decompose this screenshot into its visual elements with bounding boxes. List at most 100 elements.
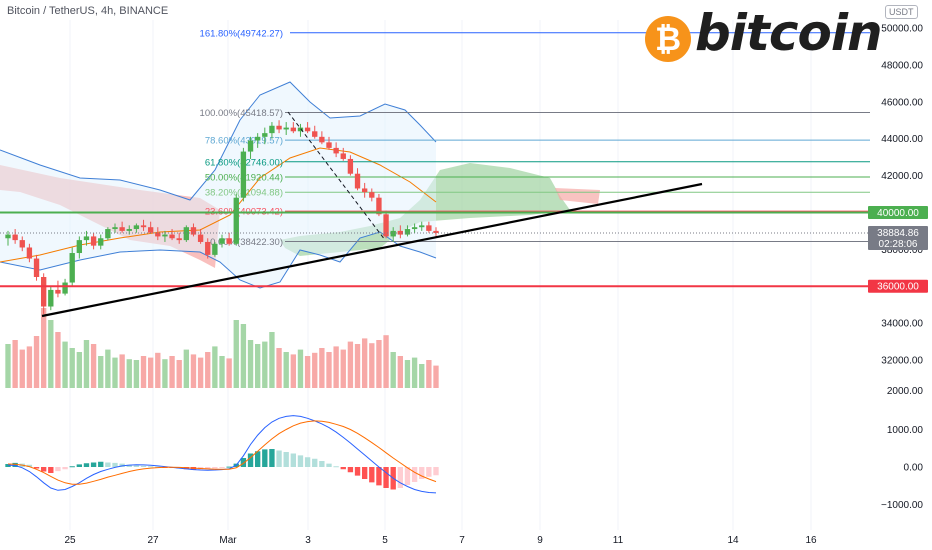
volume-bar bbox=[169, 356, 175, 388]
volume-bar bbox=[12, 340, 18, 388]
candle-body bbox=[19, 240, 25, 248]
macd-histogram-bar bbox=[83, 463, 90, 467]
volume-bar bbox=[240, 324, 247, 388]
volume-bar bbox=[247, 340, 254, 388]
fib-level-label: 100.00%(45418.57) bbox=[200, 108, 283, 119]
candle-body bbox=[119, 227, 125, 231]
macd-histogram-bar bbox=[354, 467, 361, 476]
volume-bar bbox=[55, 332, 61, 388]
volume-bar bbox=[290, 354, 297, 388]
candle-body bbox=[240, 151, 247, 198]
volume-bar bbox=[390, 352, 396, 388]
volume-bar bbox=[33, 336, 40, 388]
candle-body bbox=[126, 229, 132, 231]
candle-body bbox=[176, 238, 182, 241]
volume-bar bbox=[376, 340, 382, 388]
macd-histogram-bar bbox=[397, 467, 404, 488]
currency-unit-badge[interactable]: USDT bbox=[885, 5, 918, 19]
price-tag bbox=[868, 279, 928, 293]
candle-body bbox=[276, 125, 282, 130]
candle-body bbox=[62, 282, 68, 294]
macd-histogram-bar bbox=[133, 465, 140, 467]
volume-bar bbox=[112, 357, 118, 388]
macd-histogram-bar bbox=[240, 458, 247, 467]
time-tick-label: 16 bbox=[805, 535, 817, 546]
time-tick-label: 7 bbox=[459, 535, 465, 546]
macd-histogram-bar bbox=[226, 466, 232, 468]
volume-bar bbox=[126, 359, 132, 388]
volume-bar bbox=[419, 364, 425, 388]
volume-bar bbox=[226, 358, 232, 388]
price-tag-countdown: 02:28:06 bbox=[879, 239, 918, 250]
bitcoin-wordmark: bitcoin bbox=[695, 4, 883, 62]
candle-body bbox=[40, 277, 47, 307]
candle-body bbox=[254, 136, 261, 141]
macd-histogram-bar bbox=[40, 467, 47, 472]
macd-histogram-bar bbox=[205, 467, 211, 470]
candle-body bbox=[69, 253, 75, 283]
macd-histogram-bar bbox=[98, 461, 104, 467]
volume-bar bbox=[212, 346, 218, 388]
candle-body bbox=[48, 289, 54, 307]
candle-body bbox=[90, 236, 97, 246]
candle-body bbox=[112, 227, 118, 230]
volume-bar bbox=[76, 352, 83, 388]
macd-histogram-bar bbox=[254, 451, 261, 467]
macd-histogram-bar bbox=[33, 467, 40, 469]
volume-bar bbox=[5, 344, 11, 388]
volume-bar bbox=[83, 340, 90, 388]
candle-body bbox=[233, 197, 239, 244]
volume-bar bbox=[105, 349, 111, 388]
candle-body bbox=[319, 136, 325, 143]
volume-bar bbox=[433, 365, 439, 388]
macd-histogram-bar bbox=[369, 467, 375, 483]
macd-histogram-bar bbox=[247, 453, 254, 467]
volume-bar bbox=[190, 354, 197, 388]
macd-histogram-bar bbox=[76, 464, 83, 467]
volume-tick-label: 2000.00 bbox=[887, 386, 924, 397]
fib-level-label: 0.00%(38422.30) bbox=[210, 237, 283, 248]
candle-body bbox=[190, 227, 197, 235]
price-tick-label: 42000.00 bbox=[881, 171, 923, 182]
candle-body bbox=[383, 214, 389, 237]
volume-bar bbox=[283, 352, 289, 388]
candle-body bbox=[304, 127, 311, 132]
fib-anchor-line bbox=[287, 111, 386, 241]
macd-histogram-bar bbox=[340, 467, 346, 470]
volume-bar bbox=[205, 352, 211, 388]
macd-histogram-bar bbox=[312, 458, 318, 467]
volume-bar bbox=[19, 349, 25, 388]
candle-body bbox=[326, 142, 332, 148]
volume-bar bbox=[340, 349, 346, 388]
volume-bar bbox=[155, 352, 161, 388]
macd-histogram-bar bbox=[419, 467, 425, 479]
bollinger-upper-band bbox=[0, 81, 437, 201]
candle-body bbox=[340, 153, 346, 159]
volume-bar bbox=[140, 356, 147, 388]
volume-bar bbox=[304, 356, 311, 388]
candle-body bbox=[376, 197, 382, 215]
price-tick-label: 48000.00 bbox=[881, 60, 923, 71]
macd-histogram-bar bbox=[147, 466, 154, 468]
price-tag bbox=[868, 226, 928, 251]
price-tag-label: 36000.00 bbox=[877, 282, 919, 293]
candle-body bbox=[169, 234, 175, 239]
candle-body bbox=[226, 238, 232, 244]
time-tick-label: 3 bbox=[305, 535, 311, 546]
macd-histogram-bar bbox=[269, 449, 275, 467]
time-tick-label: 14 bbox=[727, 535, 739, 546]
time-tick-label: 27 bbox=[147, 535, 159, 546]
price-tick-label: 44000.00 bbox=[881, 134, 923, 145]
volume-bar bbox=[219, 356, 225, 388]
candle-body bbox=[333, 147, 339, 154]
macd-histogram-bar bbox=[326, 463, 332, 467]
volume-bar bbox=[62, 341, 68, 388]
volume-bar bbox=[147, 357, 154, 388]
price-tick-label: 50000.00 bbox=[881, 24, 923, 35]
volume-bar bbox=[276, 348, 282, 388]
candle-body bbox=[98, 238, 104, 246]
volume-bar bbox=[411, 357, 418, 388]
volume-bar bbox=[297, 349, 304, 388]
macd-tick-label: 1000.00 bbox=[887, 425, 924, 436]
volume-bar bbox=[326, 352, 332, 388]
